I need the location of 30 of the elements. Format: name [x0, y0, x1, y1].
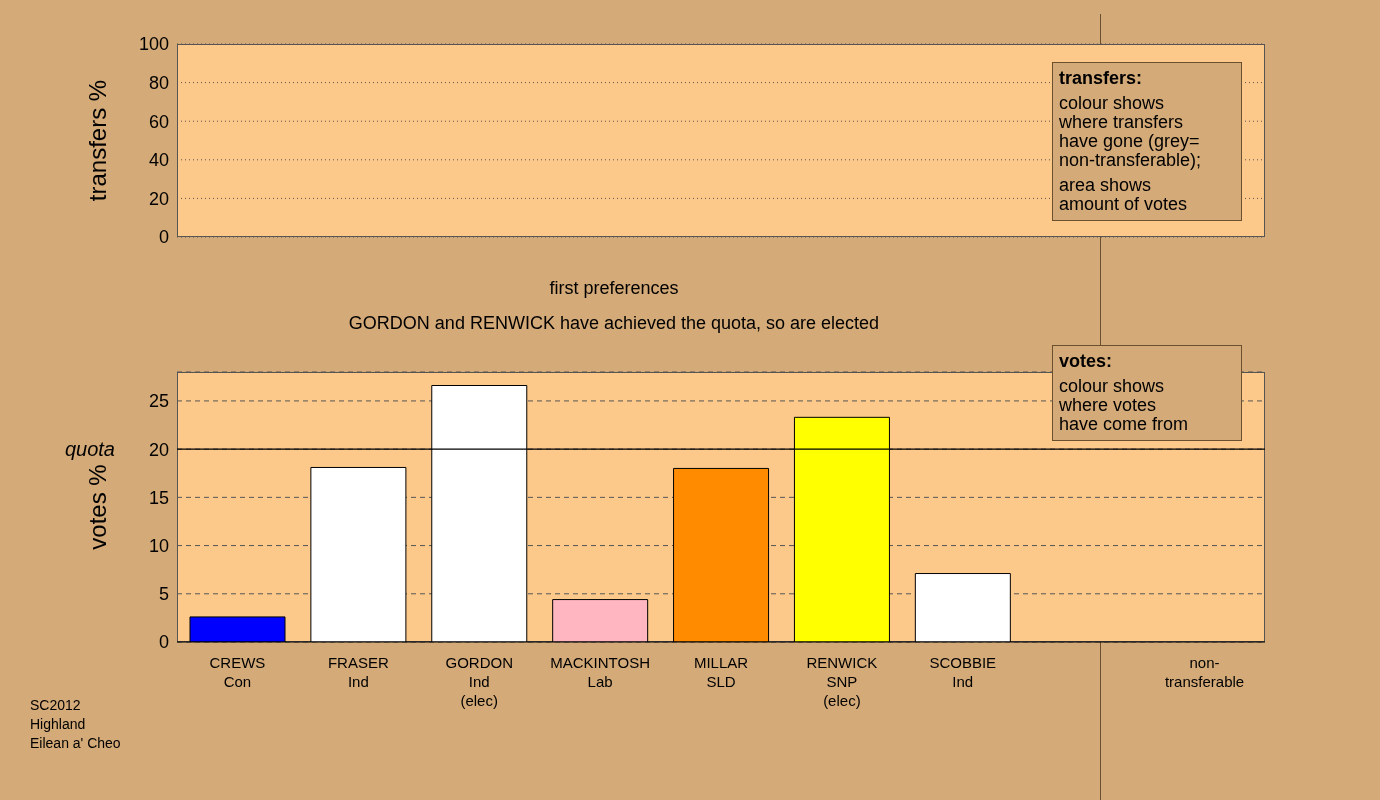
- y-tick-label: 25: [148, 391, 169, 412]
- y-tick-label: 20: [148, 439, 169, 460]
- y-tick-label: 40: [148, 150, 169, 171]
- text: SC2012 Highland Eilean a' Cheo: [30, 696, 121, 753]
- y-tick-label: 100: [138, 34, 169, 55]
- x-tick-label: MILLAR SLD: [693, 654, 749, 690]
- y-tick-label: 0: [158, 227, 169, 248]
- note-box: transfers: colour shows where transfers have gone (grey= non-transferable); area shows amount of votes: [1052, 62, 1242, 221]
- x-tick-label: SCOBBIE Ind: [929, 654, 997, 690]
- x-tick-label: FRASER Ind: [327, 654, 389, 690]
- x-tick-label: RENWICK SNP (elec): [806, 654, 878, 709]
- chart-subtitle: GORDON and RENWICK have achieved the quota, so are elected: [347, 313, 881, 334]
- y-axis-title: votes %: [83, 464, 111, 550]
- y-tick-label: 10: [148, 535, 169, 556]
- y-tick-label: 15: [148, 487, 169, 508]
- note-box: votes: colour shows where votes have come from: [1052, 345, 1242, 441]
- y-tick-label: 80: [148, 72, 169, 93]
- x-tick-label: CREWS Con: [209, 654, 266, 690]
- x-tick-label: MACKINTOSH Lab: [550, 654, 650, 690]
- ref-line-label: quota: [64, 438, 115, 461]
- y-tick-label: 60: [148, 111, 169, 132]
- chart-title: first preferences: [548, 278, 680, 299]
- y-tick-label: 0: [158, 632, 169, 653]
- x-tick-label: GORDON Ind (elec): [445, 654, 513, 709]
- x-tick-label: non- transferable: [1164, 654, 1245, 690]
- y-tick-label: 5: [158, 584, 169, 605]
- y-axis-title: transfers %: [83, 79, 111, 202]
- y-tick-label: 20: [148, 188, 169, 209]
- annotation: transfers: colour shows where transfers have gone (grey= non-transferable); area shows amount of votes: [1059, 68, 1203, 214]
- annotation: votes: colour shows where votes have come from: [1059, 351, 1190, 434]
